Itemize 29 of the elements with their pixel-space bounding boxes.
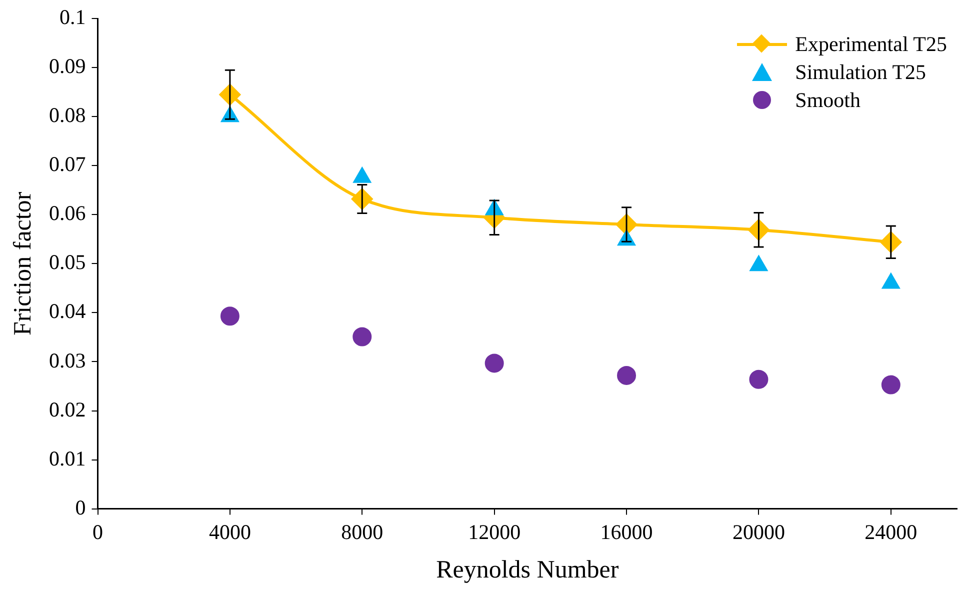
point — [220, 306, 240, 326]
point — [352, 327, 372, 346]
y-tick-label: 0.05 — [49, 250, 86, 274]
x-tick-label: 12000 — [468, 520, 521, 544]
point — [881, 375, 900, 394]
y-tick-label: 0.02 — [49, 397, 86, 422]
x-tick-label: 4000 — [208, 520, 251, 544]
y-tick-label: 0.04 — [49, 299, 86, 324]
x-tick-label: 20000 — [732, 520, 785, 544]
point — [484, 354, 504, 373]
x-axis-title: Reynolds Number — [436, 556, 620, 584]
legend-label: Experimental T25 — [795, 31, 947, 58]
y-tick-label: 0.01 — [49, 446, 86, 470]
x-tick-label: 8000 — [341, 520, 384, 544]
y-tick-label: 0.08 — [49, 103, 86, 128]
y-tick-label: 0.03 — [49, 348, 86, 372]
y-tick-label: 0.07 — [49, 152, 86, 176]
legend-label: Simulation T25 — [795, 59, 926, 86]
x-tick-label: 24000 — [864, 520, 918, 544]
point — [617, 366, 636, 385]
y-tick-label: 0 — [75, 495, 86, 520]
legend-label: Smooth — [795, 87, 861, 114]
point — [749, 370, 768, 389]
y-tick-label: 0.1 — [60, 5, 86, 30]
x-tick-label: 0 — [92, 520, 103, 544]
y-tick-label: 0.09 — [49, 54, 86, 78]
x-tick-label: 16000 — [600, 520, 653, 544]
y-axis-title: Friction factor — [10, 191, 37, 336]
y-tick-label: 0.06 — [49, 201, 86, 226]
